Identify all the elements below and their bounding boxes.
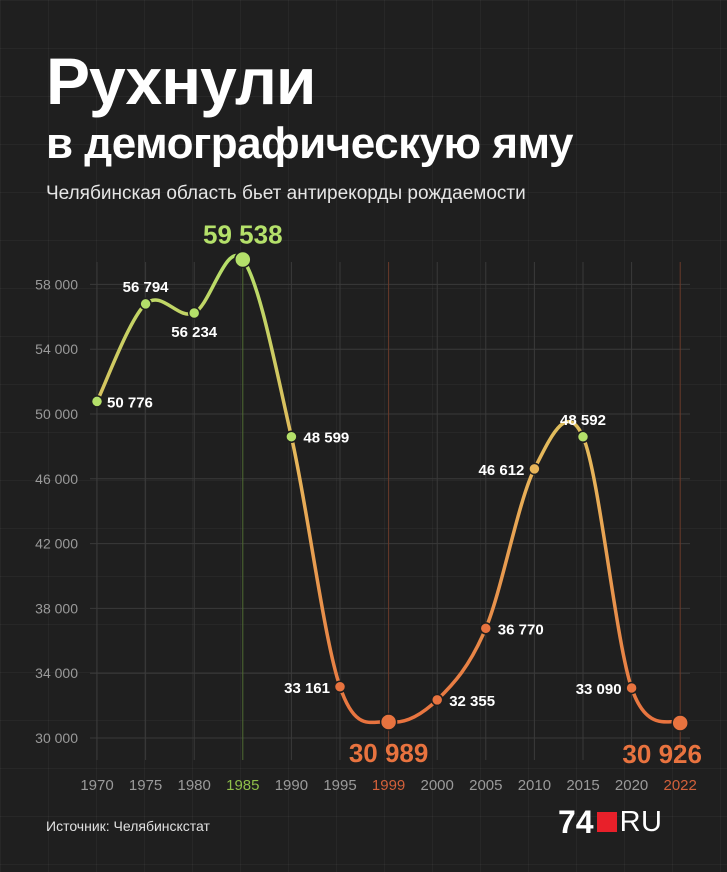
data-label: 36 770 [498,621,544,638]
source-note: Источник: Челябинскстат [46,818,210,834]
logo-number: 74 [558,804,594,840]
x-tick-label: 1975 [129,777,162,794]
data-label: 56 234 [171,324,218,341]
x-tick-label: 2010 [518,777,551,794]
x-tick-label: 2022 [664,777,697,794]
data-label: 50 776 [107,394,153,411]
data-point [430,693,444,707]
data-point [234,250,252,269]
data-label-highlight: 30 926 [622,739,702,769]
points [90,250,689,732]
data-point [479,622,493,635]
y-axis: 30 000 34 000 38 000 42 000 46 000 50 000 54 0… [35,276,78,746]
y-tick-label: 42 000 [35,536,78,552]
logo-square [596,812,617,832]
page-subtitle: Челябинская область бьет антирекорды рож… [46,183,526,204]
y-tick-label: 54 000 [35,341,78,357]
x-tick-label: 1995 [323,777,356,794]
logo: 74 RU [558,806,662,838]
x-tick-label: 1970 [80,777,113,794]
data-point [379,713,398,731]
y-tick-label: 58 000 [35,276,78,292]
y-tick-label: 50 000 [35,406,78,422]
data-label: 48 592 [560,412,606,429]
x-tick-label: 2000 [421,777,454,794]
data-label: 48 599 [303,430,349,447]
data-point [671,714,689,732]
data-label-highlight: 30 989 [349,738,429,768]
data-point [285,430,298,443]
y-tick-label: 46 000 [35,471,78,487]
page-title: Рухнули [46,44,316,118]
grid [90,262,690,760]
x-tick-label: 2020 [615,777,648,794]
data-label: 32 355 [449,693,495,710]
data-point [333,680,347,694]
data-labels: 50 776 56 794 56 234 59 538 48 599 33 161 30 9… [107,219,702,769]
x-tick-label: 1999 [372,777,405,794]
y-tick-label: 38 000 [35,600,78,616]
logo-suffix: RU [619,805,663,838]
page-title-line2: в демографическую яму [46,119,573,168]
birth-chart: 30 000 34 000 38 000 42 000 46 000 50 000 54 0… [35,219,702,794]
data-point [625,681,638,695]
x-axis: 1970 1975 1980 1985 1990 1995 1999 2000 2005 2010… [80,777,697,794]
data-label-highlight: 59 538 [203,219,283,249]
data-point [576,430,590,444]
y-tick-label: 34 000 [35,665,78,681]
data-label: 56 794 [123,279,170,296]
data-label: 46 612 [479,462,525,479]
x-tick-label: 1990 [275,777,308,794]
data-point [187,306,201,320]
x-tick-label: 2015 [566,777,599,794]
data-point [528,462,541,476]
data-label: 33 090 [576,681,622,698]
data-label: 33 161 [284,680,330,697]
x-tick-label: 1985 [226,777,259,794]
data-point [139,297,152,311]
y-tick-label: 30 000 [35,730,78,746]
x-tick-label: 1980 [178,777,211,794]
data-point [90,395,104,408]
x-tick-label: 2005 [469,777,502,794]
